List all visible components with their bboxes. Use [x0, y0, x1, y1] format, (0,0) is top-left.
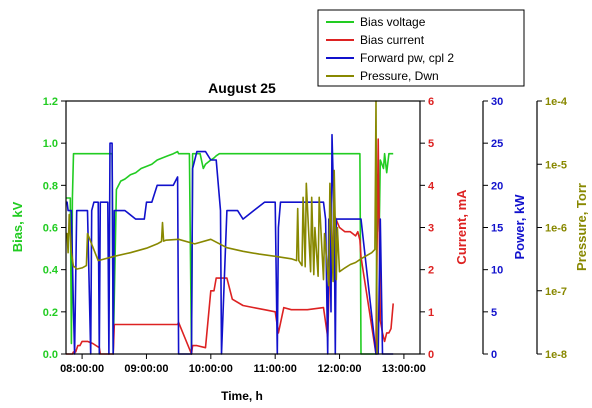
legend-label-forward-power: Forward pw, cpl 2 [360, 51, 454, 65]
x-tick-label: 08:00:00 [60, 363, 104, 375]
legend: Bias voltage Bias current Forward pw, cp… [317, 9, 525, 87]
power-axis-label: Power, kW [512, 194, 527, 260]
series-line-1 [66, 138, 394, 355]
tick-layer: 08:00:00 09:00:00 10:00:00 11:00:00 12:00:00… [43, 96, 568, 375]
power-tick-label: 15 [491, 223, 503, 235]
series-line-2 [66, 133, 394, 355]
pressure-tick-label: 1e-7 [545, 286, 567, 298]
bias-tick-label: 0.0 [43, 349, 58, 361]
pressure-tick-label: 1e-4 [545, 96, 568, 108]
current-tick-label: 4 [428, 180, 435, 192]
series-line-3 [66, 100, 378, 355]
power-tick-label: 30 [491, 96, 503, 108]
power-tick-label: 20 [491, 180, 503, 192]
current-tick-label: 1 [428, 307, 434, 319]
pressure-tick-label: 1e-5 [545, 159, 567, 171]
bias-tick-label: 0.2 [43, 307, 58, 319]
legend-label-bias-current: Bias current [360, 33, 425, 47]
current-tick-label: 5 [428, 138, 434, 150]
bias-axis-label: Bias, kV [10, 201, 25, 252]
current-axis-label: Current, mA [454, 189, 469, 265]
series-layer [66, 100, 394, 355]
x-tick-label: 13:00:00 [382, 363, 426, 375]
x-tick-label: 09:00:00 [124, 363, 168, 375]
power-tick-label: 5 [491, 307, 497, 319]
bias-tick-label: 0.8 [43, 180, 58, 192]
x-axis-label: Time, h [221, 389, 263, 403]
bias-tick-label: 0.4 [43, 265, 59, 277]
legend-label-pressure: Pressure, Dwn [360, 69, 439, 83]
series-line-0 [66, 150, 394, 355]
x-tick-label: 11:00:00 [253, 363, 296, 375]
legend-label-bias-voltage: Bias voltage [360, 15, 426, 29]
current-tick-label: 6 [428, 96, 434, 108]
plot-frame [65, 100, 421, 355]
chart-title: August 25 [208, 80, 276, 96]
pressure-tick-label: 1e-6 [545, 223, 567, 235]
x-tick-label: 12:00:00 [318, 363, 362, 375]
power-tick-label: 0 [491, 349, 497, 361]
current-tick-label: 0 [428, 349, 434, 361]
power-tick-label: 10 [491, 265, 503, 277]
current-tick-label: 3 [428, 223, 434, 235]
pressure-tick-label: 1e-8 [545, 349, 567, 361]
bias-tick-label: 1.0 [43, 138, 58, 150]
pressure-axis-label: Pressure, Torr [574, 183, 589, 271]
power-tick-label: 25 [491, 138, 503, 150]
current-tick-label: 2 [428, 265, 434, 277]
x-tick-label: 10:00:00 [189, 363, 233, 375]
bias-tick-label: 1.2 [43, 96, 58, 108]
bias-tick-label: 0.6 [43, 223, 58, 235]
